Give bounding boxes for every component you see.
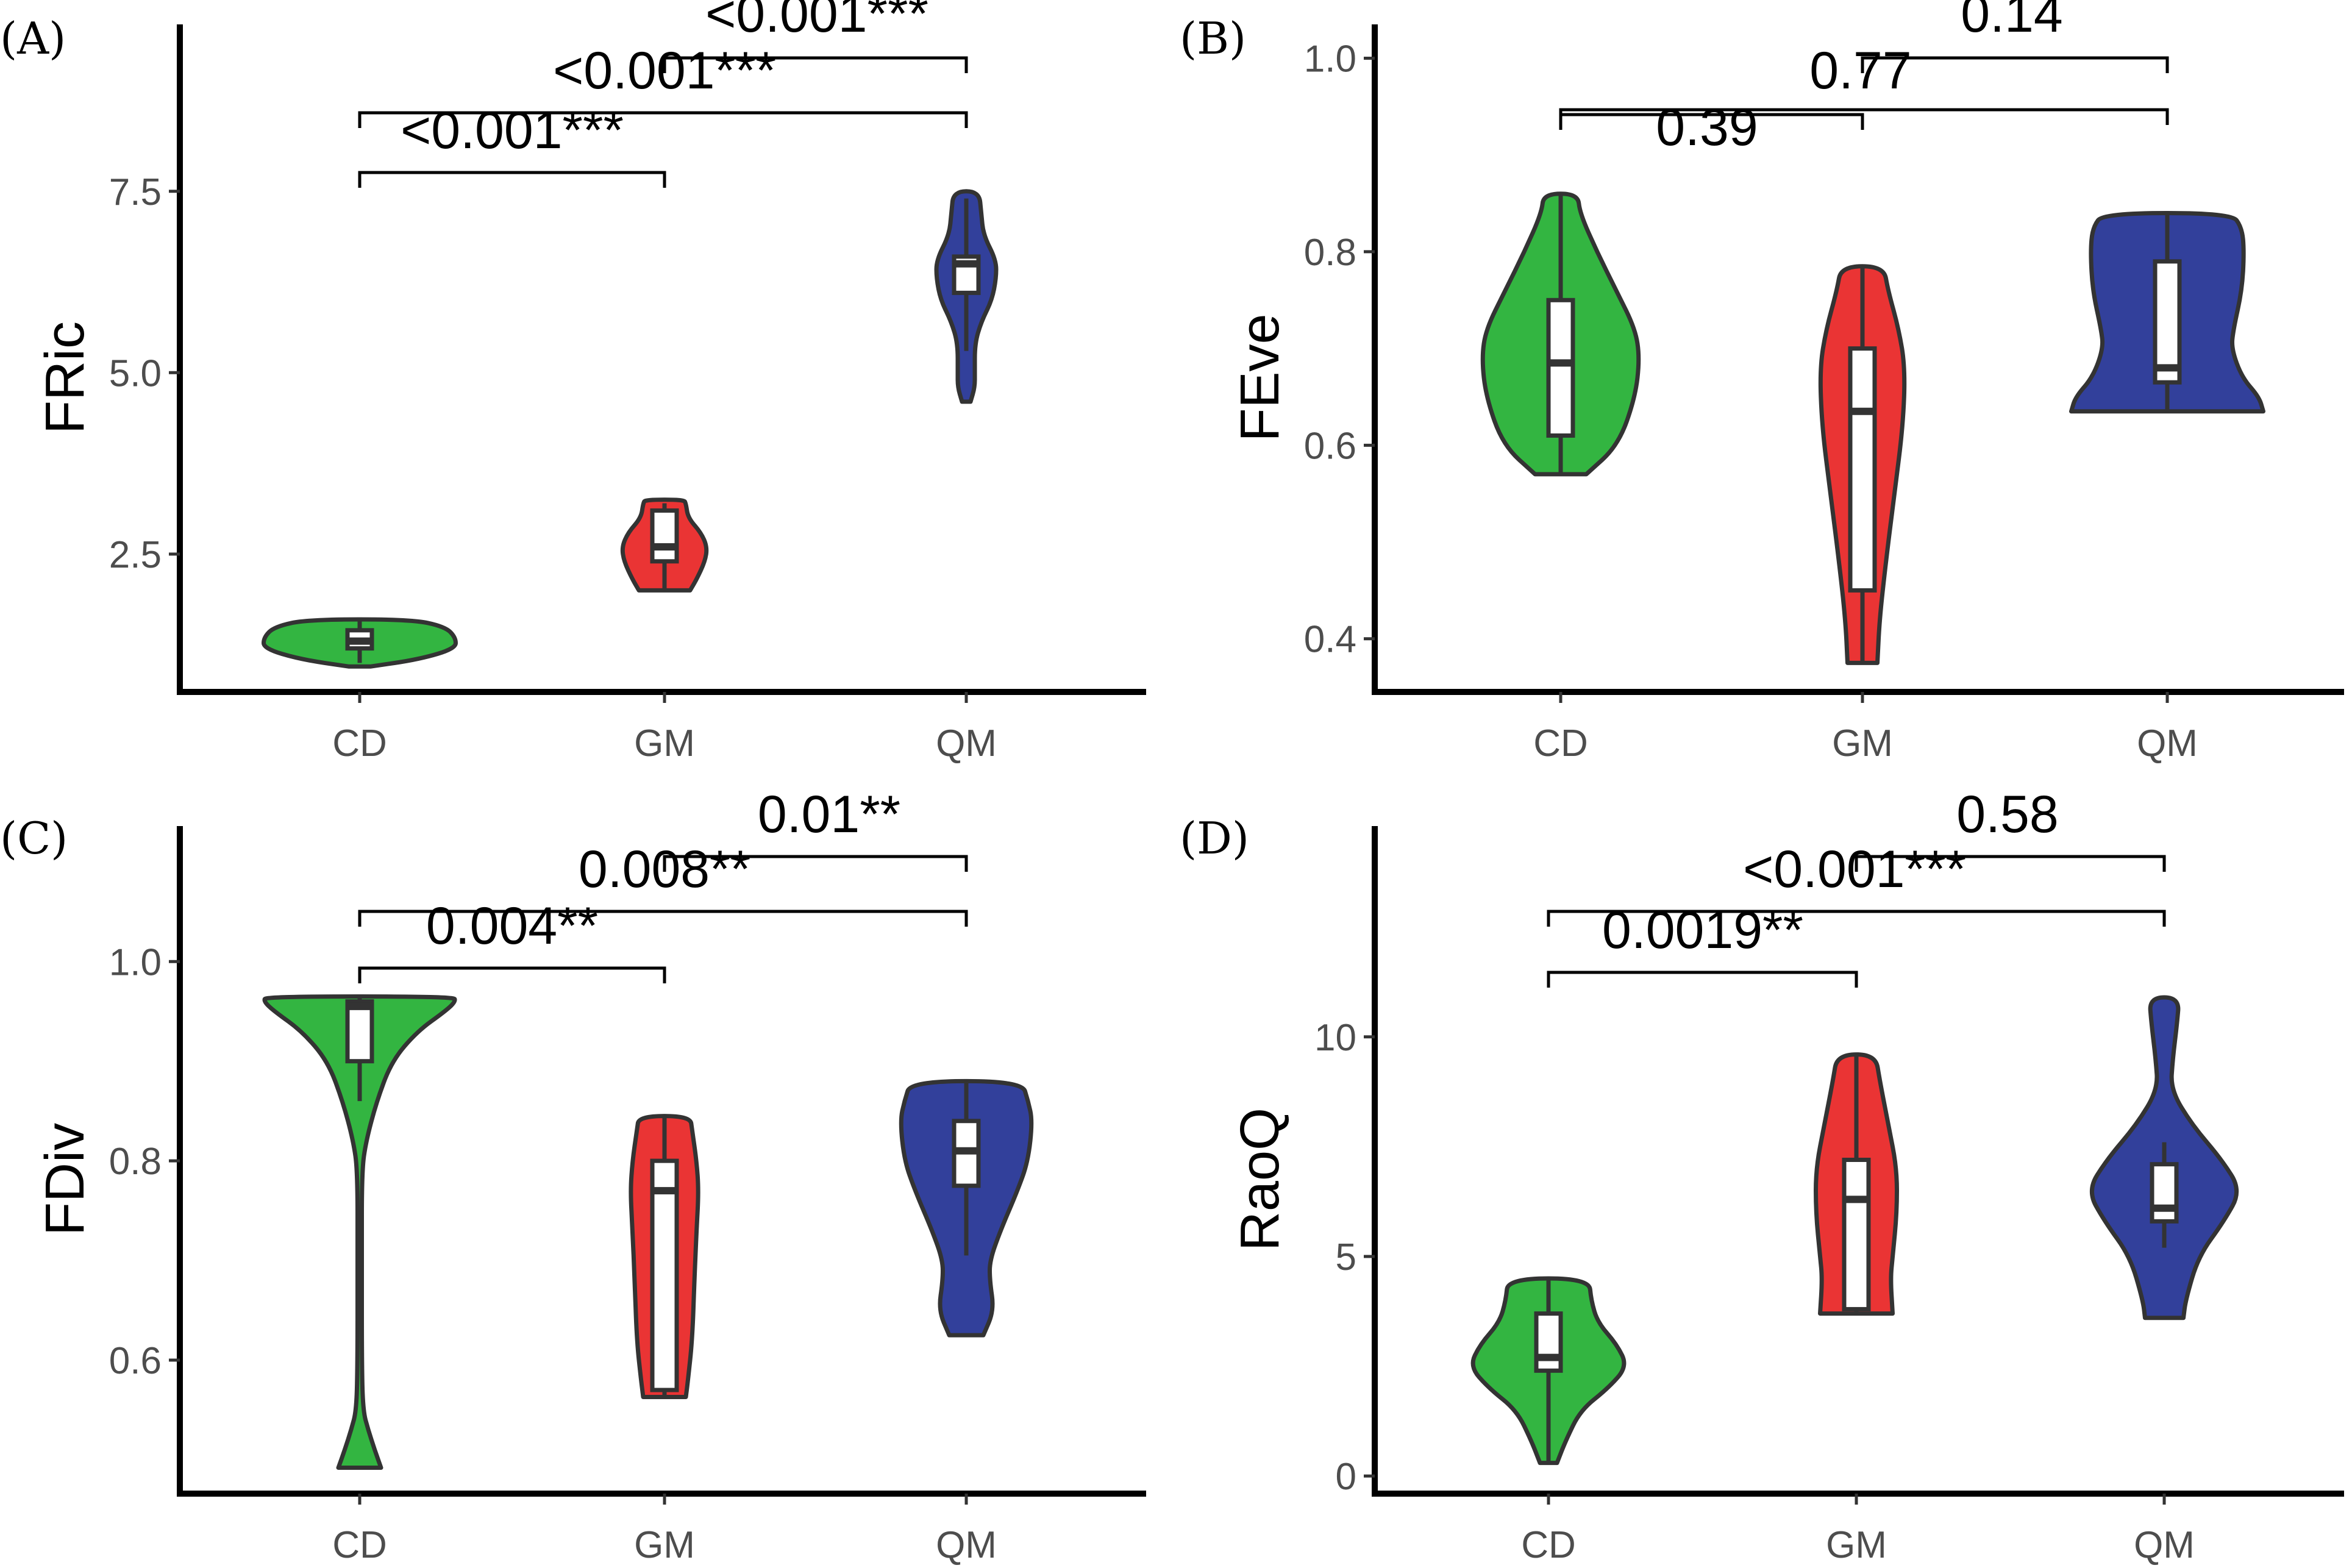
significance-bracket [663,56,968,73]
y-axis-title: RaoQ [1230,1108,1291,1251]
y-tick-label: 0.6 [109,1340,162,1382]
x-tick-label: GM [1832,722,1893,764]
x-tick-label: CD [1521,1524,1576,1566]
box-gm [650,508,679,564]
violin-cd [262,994,457,1470]
y-axis-title: FRic [35,321,96,434]
y-tick-label: 5.0 [109,352,162,394]
x-tick-label: QM [2134,1524,2195,1566]
box-gm [650,1158,679,1392]
significance-bracket [1861,56,2169,73]
panel-c: 0.60.81.0CD GM QMFDiv(C)0.004**0.008**0.01… [0,785,1146,1566]
significance-label: 0.01** [758,785,900,844]
y-tick-label: 0 [1336,1456,1356,1498]
x-tick-label: GM [634,1524,695,1566]
x-tick-label: GM [1826,1524,1887,1566]
box-gm [1842,1158,1871,1311]
y-tick-label: 1.0 [109,941,162,983]
box-cd [345,999,374,1064]
significance-label: 0.39 [1656,98,1758,157]
significance-label: <0.001*** [705,0,928,43]
x-tick-label: CD [332,1524,387,1566]
significance-bracket [1547,971,1858,988]
box-qm [2150,1162,2179,1224]
y-tick-label: 2.5 [109,534,162,576]
significance-label: <0.001*** [1743,840,1966,899]
panel-label: (A) [0,13,66,64]
box-gm [1848,346,1877,593]
significance-bracket [358,910,968,927]
significance-label: 0.77 [1809,41,1911,100]
significance-label: 0.004** [426,897,598,955]
panel-label: (B) [1180,13,1246,64]
significance-bracket [663,855,968,872]
y-tick-label: 0.4 [1304,619,1356,661]
y-tick-label: 0.8 [1304,232,1356,274]
x-tick-label: QM [936,1524,997,1566]
box-cd [1534,1311,1563,1373]
significance-label: 0.14 [1961,0,2062,43]
y-tick-label: 10 [1314,1017,1356,1059]
box-qm [2153,259,2182,385]
x-tick-label: QM [2137,722,2198,764]
y-tick-label: 0.8 [109,1141,162,1183]
x-tick-label: QM [936,722,997,764]
y-tick-label: 1.0 [1304,38,1356,80]
y-axis-title: FEve [1230,313,1291,441]
box-cd [1546,298,1575,438]
y-tick-label: 0.6 [1304,425,1356,467]
y-tick-label: 5 [1336,1236,1356,1278]
significance-label: 0.58 [1956,785,2058,844]
panel-b: 0.4 0.6 0.8 1.0 CD GM QM FEve (B) 0.39 0.77 0.14 [1180,0,2344,764]
significance-bracket [358,111,968,128]
significance-bracket [1547,910,2166,927]
x-tick-label: GM [634,722,695,764]
y-axis-title: FDiv [35,1123,96,1236]
significance-bracket [358,171,666,188]
significance-label: <0.001*** [401,101,624,160]
significance-label: 0.0019** [1602,901,1803,960]
x-tick-label: CD [1533,722,1588,764]
significance-bracket [358,966,666,983]
panel-a: 2.5 5.0 7.5 CD GM QM FRic (A) <0.001*** <0.001***… [0,0,1146,764]
x-tick-label: CD [332,722,387,764]
y-tick-label: 7.5 [109,171,162,213]
panel-label: (C) [0,813,68,864]
significance-bracket [1855,855,2166,872]
significance-bracket [1559,108,2169,125]
panel-label: (D) [1180,813,1249,864]
panel-d: 0 5 10 CD GM QM RaoQ (D) 0.0019**<0.001***0.58 [1180,785,2344,1566]
